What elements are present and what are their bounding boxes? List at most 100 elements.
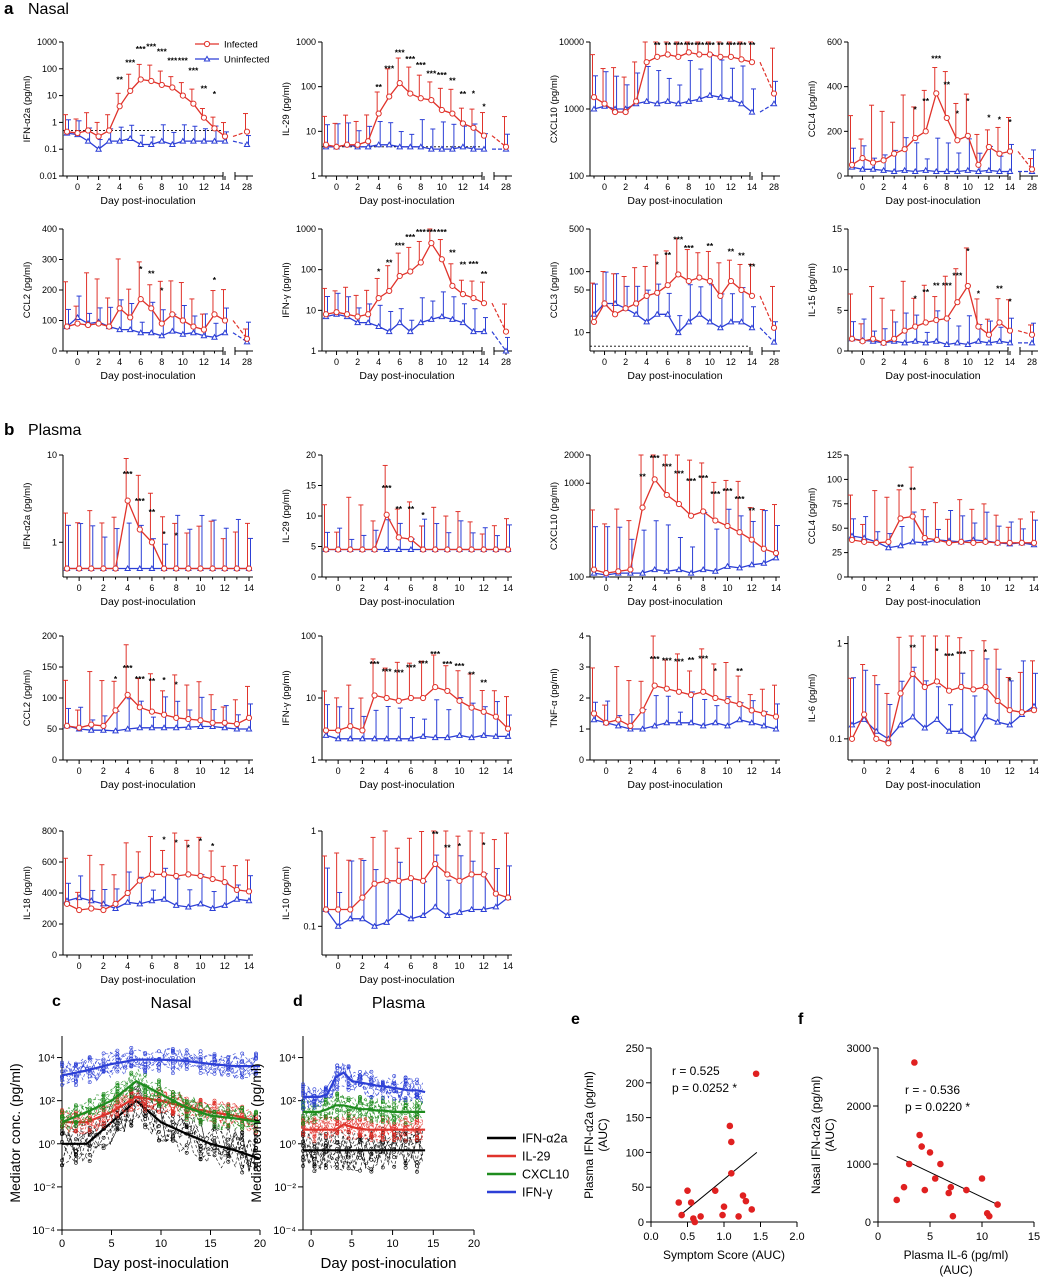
uninfected-point: [334, 922, 342, 929]
legend-marker: [203, 55, 211, 62]
uninfected-point: [695, 95, 703, 102]
y-axis-label: CCL2 (pg/ml): [22, 262, 33, 319]
infected-point: [148, 871, 156, 878]
uninfected-point: [492, 903, 500, 910]
y-axis-label: Mediator conc. (pg/ml): [248, 1063, 264, 1202]
trace-point: [129, 1046, 134, 1050]
trace-point: [254, 1071, 258, 1075]
infected-point: [770, 324, 778, 331]
uninfected-point: [211, 137, 218, 144]
x-tick-label: 0: [862, 766, 867, 776]
trace-point: [301, 1164, 305, 1168]
trace-point: [198, 1151, 203, 1156]
infected-point: [933, 536, 941, 544]
scatter-point: [720, 1203, 728, 1210]
significance-star: **: [395, 504, 402, 514]
trace-point: [323, 1097, 328, 1102]
uninfected-point: [112, 904, 119, 911]
infected-point: [124, 497, 131, 504]
infected-point: [975, 323, 982, 330]
x-tick-label: 14: [771, 766, 781, 776]
trace-point: [115, 1121, 120, 1126]
significance-star: ***: [942, 280, 953, 290]
y-axis-label: IL-29 (pg/ml): [281, 489, 292, 543]
chart-panel-a7: 10 50 100 500 0 2 4 6 8 10 12 14 28 Day post-inoculat…: [549, 224, 780, 382]
x-tick-label: 8: [686, 357, 691, 367]
x-tick-label: 15: [204, 1238, 216, 1250]
x-tick-label: 10: [437, 182, 447, 192]
infected-point: [148, 539, 156, 546]
individual-trace: [61, 1048, 257, 1083]
significance-star: *: [656, 260, 660, 270]
uninfected-point: [685, 97, 693, 104]
infected-point: [685, 49, 692, 56]
trace-point: [301, 1132, 305, 1137]
significance-star: **: [909, 642, 916, 652]
y-tick-label: 400: [42, 224, 57, 234]
trace-point: [369, 1167, 374, 1172]
significance-star: *: [472, 89, 476, 99]
y-tick-label: 0: [52, 950, 57, 960]
trace-point: [415, 1092, 419, 1096]
uninfected-line: [593, 557, 777, 576]
trace-point: [358, 1129, 362, 1134]
significance-star: *: [377, 266, 381, 276]
trace-point: [129, 1049, 134, 1054]
trace-point: [335, 1087, 340, 1092]
infected-point: [982, 683, 989, 691]
uninfected-line: [325, 313, 484, 333]
infected-point: [1006, 539, 1013, 546]
significance-star: **: [432, 829, 439, 839]
uninfected-point: [197, 722, 204, 730]
trace-point: [403, 1165, 408, 1170]
trace-point: [392, 1155, 397, 1160]
regression-line: [896, 1156, 998, 1206]
scatter-point: [963, 1186, 970, 1194]
significance-star: **: [738, 251, 745, 261]
x-axis-label: Day post-inoculation: [359, 779, 454, 791]
individual-trace: [61, 1088, 257, 1133]
mean-trend-line: [61, 1058, 260, 1077]
x-tick-label: 10: [195, 766, 205, 776]
trace-point: [101, 1092, 106, 1096]
significance-star: ***: [418, 658, 429, 668]
significance-star: ***: [684, 40, 695, 50]
individual-trace: [302, 1098, 423, 1126]
infected-point: [84, 127, 92, 134]
trace-point: [226, 1143, 231, 1148]
x-tick-label: 4: [384, 583, 389, 593]
infected-point: [873, 539, 880, 546]
trace-point: [403, 1098, 408, 1103]
uninfected-point: [354, 318, 362, 326]
infected-point: [169, 311, 176, 318]
chart-panel-a5: 0 100 200 300 400 0 2 4 6 8 10 12 14 28 Day post-inocu…: [22, 224, 253, 382]
infected-point: [958, 538, 965, 545]
chart-panel-e: 0 50 100 150 200 250 0.0 0.5 1.0 1.5 2.0 e Symptom S…: [571, 1011, 805, 1262]
infected-point: [449, 282, 456, 289]
trace-point: [358, 1134, 362, 1139]
infected-point: [137, 76, 144, 83]
infected-point: [347, 546, 354, 553]
x-axis-label: Day post-inoculation: [321, 1255, 457, 1272]
y-axis-label: IFN-α2a (pg/ml): [22, 483, 33, 550]
trace-point: [60, 1060, 64, 1065]
trace-point: [312, 1123, 317, 1128]
uninfected-point: [880, 166, 888, 173]
y-tick-label: 300: [42, 255, 57, 265]
significance-star: **: [664, 40, 671, 50]
trace-point: [212, 1059, 217, 1064]
x-tick-label: 28: [769, 357, 779, 367]
x-tick-label: 4: [125, 961, 130, 971]
trace-point: [346, 1065, 351, 1070]
trace-point: [301, 1089, 305, 1094]
x-tick-label: 0: [336, 961, 341, 971]
individual-trace: [61, 1083, 257, 1169]
significance-star: ***: [710, 489, 721, 499]
trace-point: [143, 1093, 148, 1098]
uninfected-point: [456, 908, 463, 915]
y-tick-label: 0.1: [44, 144, 57, 154]
x-tick-label: 6: [934, 583, 939, 593]
trace-point: [323, 1136, 328, 1141]
legend-label: IFN-γ: [522, 1186, 553, 1200]
x-axis-label: Day post-inoculation: [885, 596, 980, 608]
